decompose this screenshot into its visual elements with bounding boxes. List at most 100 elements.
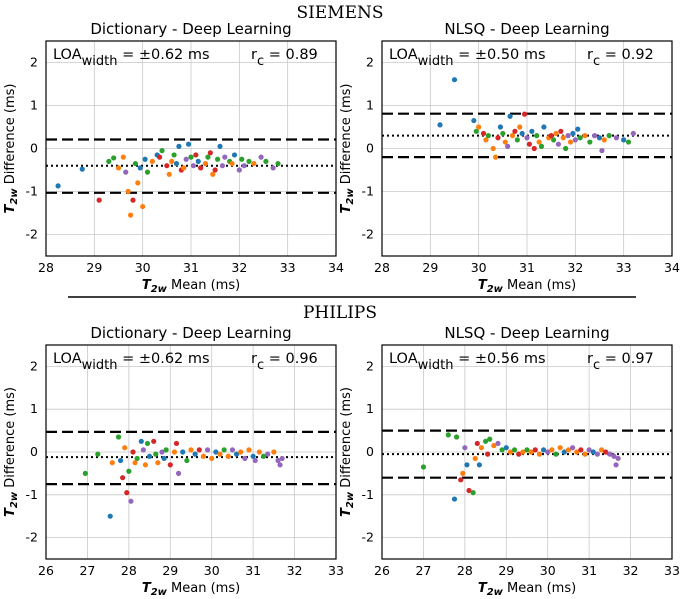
data-point — [519, 130, 525, 137]
data-point — [483, 137, 489, 143]
x-axis-label: T2w Mean (ms) — [142, 278, 240, 295]
data-point — [587, 139, 593, 145]
data-point — [485, 451, 491, 457]
y-tick-label: -1 — [362, 487, 374, 502]
data-point — [482, 438, 489, 444]
plot-frame — [45, 40, 337, 257]
data-point — [611, 453, 617, 459]
y-axis-label: T2w Difference (ms) — [3, 84, 20, 214]
data-point — [55, 183, 61, 189]
data-point — [107, 513, 113, 519]
data-point — [239, 156, 245, 162]
data-point — [164, 163, 170, 169]
x-tick-label: 32 — [567, 260, 583, 275]
data-point — [175, 470, 182, 476]
y-tick-label: -1 — [26, 184, 38, 199]
data-point — [204, 447, 211, 453]
x-tick-label: 28 — [457, 563, 473, 578]
data-point — [470, 490, 476, 496]
data-point — [251, 160, 257, 167]
x-tick-label: 29 — [498, 563, 514, 578]
data-point — [557, 445, 563, 451]
data-point — [458, 477, 464, 483]
data-point — [156, 154, 163, 160]
data-point — [495, 440, 501, 447]
x-tick-label: 26 — [374, 563, 390, 578]
data-point — [169, 158, 175, 164]
data-point — [471, 117, 477, 124]
y-tick-label: 1 — [30, 98, 38, 113]
data-point — [592, 133, 598, 139]
data-point — [106, 158, 112, 164]
data-point — [621, 137, 627, 143]
data-point — [460, 470, 466, 476]
data-point — [193, 152, 199, 158]
data-point — [464, 462, 470, 468]
data-point — [176, 143, 182, 149]
data-point — [603, 449, 609, 455]
data-point — [521, 111, 528, 117]
data-point — [219, 163, 226, 169]
data-point — [130, 449, 136, 455]
data-point — [263, 158, 269, 164]
data-point — [437, 122, 443, 128]
data-point — [213, 449, 219, 455]
data-point — [524, 135, 530, 141]
data-point — [115, 434, 122, 440]
data-point — [238, 449, 244, 455]
data-point — [144, 169, 151, 175]
data-point — [233, 451, 240, 457]
data-point — [570, 130, 576, 137]
data-point — [555, 141, 562, 147]
x-tick-label: 31 — [519, 260, 535, 275]
x-axis-label: T2w Mean (ms) — [478, 581, 576, 598]
data-point — [453, 434, 460, 440]
data-point — [558, 128, 564, 134]
panel-title: Dictionary - Deep Learning — [90, 20, 291, 38]
data-point — [270, 165, 276, 171]
data-point — [183, 156, 189, 162]
data-point — [500, 130, 506, 137]
data-point — [134, 455, 140, 462]
data-point — [625, 139, 632, 145]
data-point — [123, 169, 129, 175]
data-point — [553, 451, 559, 457]
data-point — [181, 165, 187, 171]
data-point — [260, 453, 267, 459]
plot-frame — [381, 40, 673, 257]
plot-frame — [45, 344, 337, 560]
panel-4: 26 27 28 29 30 31 32 33 -2 -1 0 1 2 NLSQ - Deep Learn… — [339, 324, 680, 598]
data-point — [548, 133, 554, 139]
data-point — [540, 447, 547, 453]
x-tick-label: 27 — [79, 563, 95, 578]
y-tick-label: -1 — [362, 184, 374, 199]
data-point — [516, 451, 522, 457]
data-point — [545, 449, 551, 455]
x-axis-label: T2w Mean (ms) — [478, 278, 576, 295]
y-tick-label: 1 — [366, 401, 374, 416]
data-point — [95, 451, 101, 457]
x-tick-label: 34 — [328, 260, 344, 275]
data-point — [569, 445, 576, 451]
data-point — [502, 139, 508, 145]
x-tick-label: 30 — [540, 563, 556, 578]
data-point — [491, 442, 497, 449]
y-tick-label: 0 — [30, 444, 38, 459]
y-tick-label: 2 — [366, 55, 374, 70]
data-point — [582, 451, 588, 457]
x-tick-label: 28 — [38, 260, 54, 275]
data-point — [495, 135, 501, 141]
x-tick-label: 31 — [183, 260, 199, 275]
data-point — [572, 137, 578, 143]
y-tick-label: -1 — [26, 487, 38, 502]
data-point — [82, 470, 88, 476]
data-point — [135, 180, 141, 186]
data-point — [200, 453, 207, 459]
data-point — [526, 141, 533, 147]
data-point — [111, 155, 117, 161]
y-tick-label: 0 — [30, 141, 38, 156]
data-point — [142, 462, 149, 468]
data-point — [202, 160, 209, 167]
data-point — [207, 150, 213, 156]
